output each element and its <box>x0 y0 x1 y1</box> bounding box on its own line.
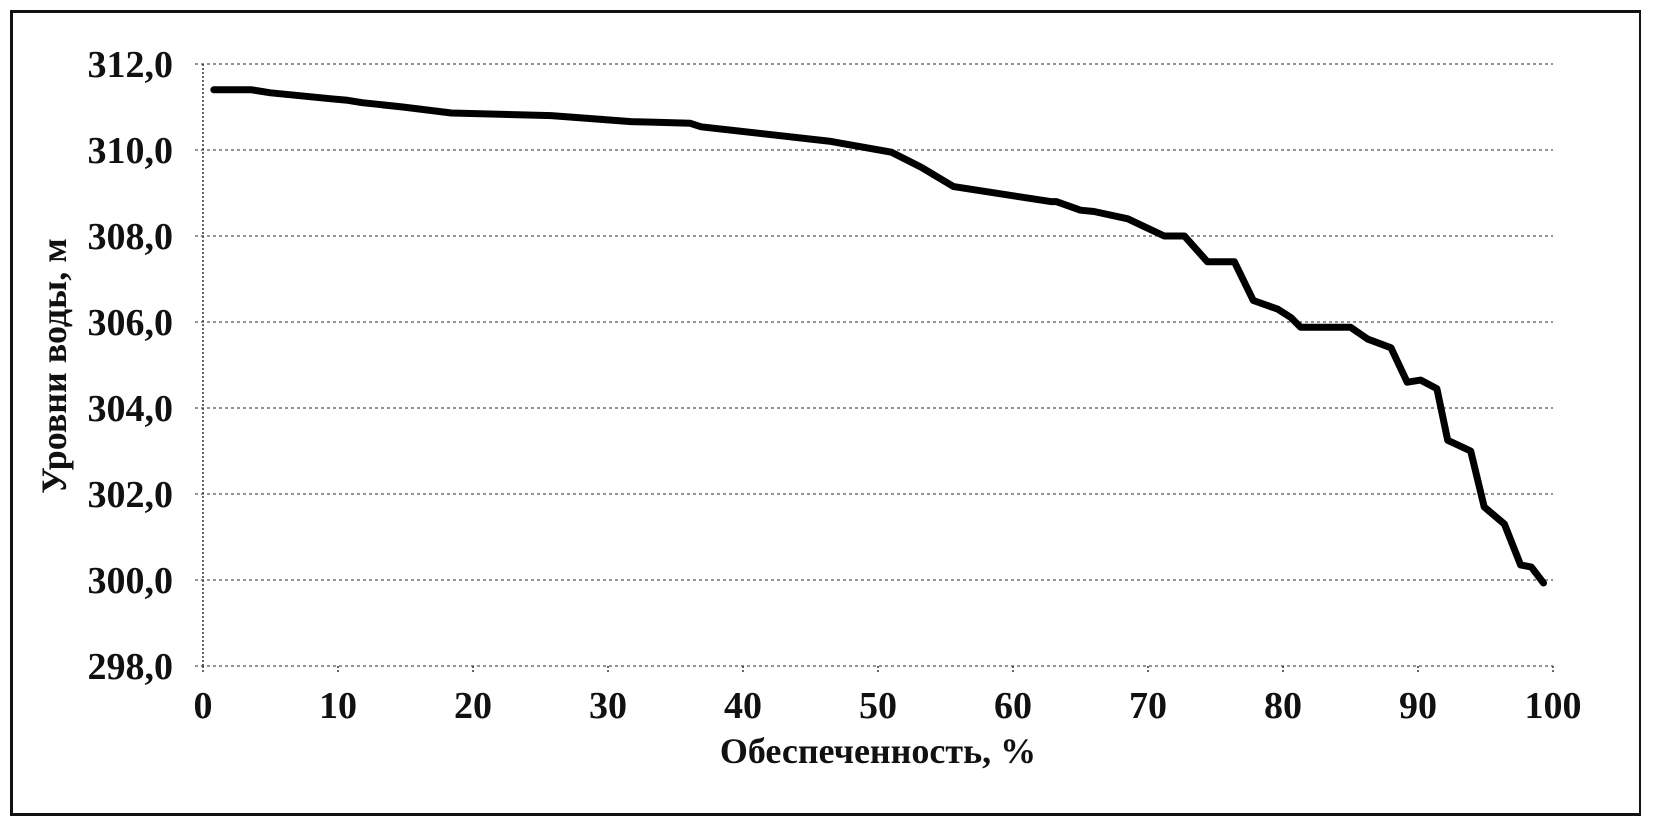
x-tick-label: 60 <box>994 685 1032 727</box>
x-tick-label: 20 <box>454 685 492 727</box>
x-tick-label: 100 <box>1525 685 1582 727</box>
x-tick-label: 40 <box>724 685 762 727</box>
water-level-curve <box>210 86 1547 587</box>
y-axis-title: Уровни воды, м <box>34 238 74 494</box>
x-tick-label: 10 <box>319 685 357 727</box>
x-tick-label: 90 <box>1399 685 1437 727</box>
x-tick-label: 80 <box>1264 685 1302 727</box>
y-tick-label: 308,0 <box>88 216 174 258</box>
y-tick-label: 312,0 <box>88 44 174 86</box>
y-tick-label: 298,0 <box>88 646 174 688</box>
gridlines <box>195 63 1553 667</box>
y-tick-label: 306,0 <box>88 302 174 344</box>
axes <box>202 64 1554 674</box>
x-tick-label: 70 <box>1129 685 1167 727</box>
x-tick-label: 0 <box>194 685 213 727</box>
x-axis-title: Обеспеченность, % <box>720 731 1036 771</box>
x-axis-tick-labels: 0 10 20 30 40 50 60 70 80 90 100 <box>194 685 1582 727</box>
x-tick-label: 30 <box>589 685 627 727</box>
chart-frame <box>10 10 1641 816</box>
y-tick-label: 300,0 <box>88 560 174 602</box>
x-tick-label: 50 <box>859 685 897 727</box>
y-tick-label: 302,0 <box>88 474 174 516</box>
y-tick-label: 310,0 <box>88 130 174 172</box>
y-axis-tick-labels: 298,0 300,0 302,0 304,0 306,0 308,0 310,0 312,0 <box>88 44 174 688</box>
y-tick-label: 304,0 <box>88 388 174 430</box>
